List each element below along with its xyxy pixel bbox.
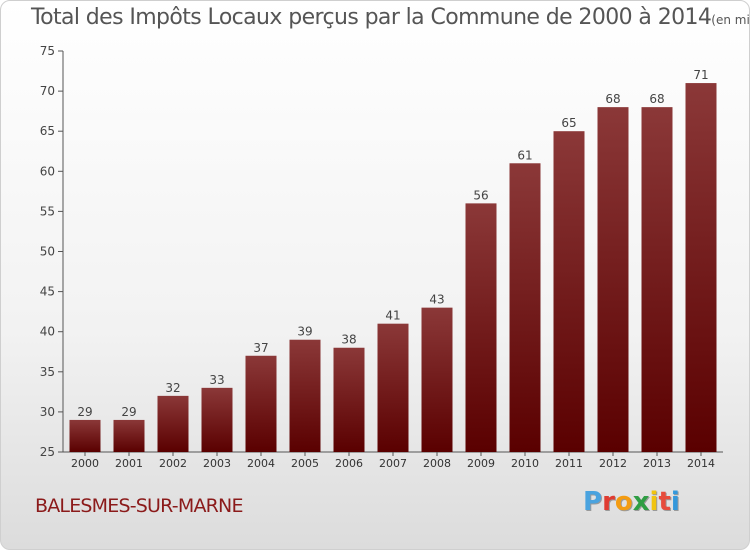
x-tick-label: 2009 bbox=[467, 457, 495, 470]
x-axis: 2000 2001 2002 2003 2004 2005 2006 2007 2008 2009… bbox=[63, 451, 723, 470]
x-tick-label: 2011 bbox=[555, 457, 583, 470]
data-label: 68 bbox=[605, 92, 620, 106]
y-tick-label: 40 bbox=[40, 325, 55, 339]
bar bbox=[553, 131, 585, 452]
bar bbox=[69, 419, 101, 452]
data-label: 61 bbox=[517, 148, 532, 162]
data-label: 33 bbox=[209, 373, 224, 387]
bar bbox=[421, 307, 453, 452]
x-tick-label: 2008 bbox=[423, 457, 451, 470]
y-tick-label: 70 bbox=[40, 84, 55, 98]
data-label: 37 bbox=[253, 341, 268, 355]
x-tick-label: 2012 bbox=[599, 457, 627, 470]
bar bbox=[201, 387, 233, 452]
y-tick-label: 55 bbox=[40, 204, 55, 218]
bar bbox=[509, 163, 541, 452]
proxiti-logo: Proxiti bbox=[583, 487, 680, 517]
logo-letter: x bbox=[632, 487, 650, 517]
y-tick-label: 60 bbox=[40, 164, 55, 178]
y-tick-label: 75 bbox=[40, 44, 55, 58]
data-label: 32 bbox=[165, 381, 180, 395]
bar bbox=[157, 395, 189, 452]
bars bbox=[69, 83, 717, 452]
bar bbox=[465, 203, 497, 452]
logo-letter: o bbox=[614, 487, 633, 517]
logo-letter: t bbox=[658, 487, 671, 517]
y-tick-label: 50 bbox=[40, 245, 55, 259]
data-label: 68 bbox=[649, 92, 664, 106]
x-tick-label: 2001 bbox=[115, 457, 143, 470]
bar bbox=[377, 323, 409, 452]
bar bbox=[245, 355, 277, 452]
logo-letter: i bbox=[670, 487, 680, 517]
x-tick-label: 2002 bbox=[159, 457, 187, 470]
y-axis: 25 30 35 40 45 50 55 60 65 70 75 bbox=[40, 44, 64, 459]
data-label: 38 bbox=[341, 333, 356, 347]
data-label: 43 bbox=[429, 293, 444, 307]
y-tick-label: 35 bbox=[40, 365, 55, 379]
data-label: 56 bbox=[473, 188, 488, 202]
data-label: 41 bbox=[385, 309, 400, 323]
bar bbox=[289, 339, 321, 452]
x-tick-label: 2013 bbox=[643, 457, 671, 470]
logo-letter: i bbox=[649, 487, 659, 517]
chart-title: Total des Impôts Locaux perçus par la Co… bbox=[31, 5, 750, 30]
x-tick-label: 2004 bbox=[247, 457, 275, 470]
y-tick-label: 30 bbox=[40, 405, 55, 419]
commune-name: BALESMES-SUR-MARNE bbox=[35, 495, 243, 517]
x-tick-label: 2010 bbox=[511, 457, 539, 470]
logo-letter: P bbox=[583, 487, 603, 517]
y-tick-label: 45 bbox=[40, 285, 55, 299]
bar bbox=[113, 419, 145, 452]
data-label: 29 bbox=[121, 405, 136, 419]
data-label: 65 bbox=[561, 116, 576, 130]
data-labels: 29 29 32 33 37 39 38 41 43 56 61 65 68 68 71 bbox=[77, 68, 708, 419]
x-tick-label: 2003 bbox=[203, 457, 231, 470]
data-label: 29 bbox=[77, 405, 92, 419]
logo-letter: r bbox=[602, 487, 615, 517]
x-tick-label: 2000 bbox=[71, 457, 99, 470]
x-tick-label: 2007 bbox=[379, 457, 407, 470]
data-label: 39 bbox=[297, 325, 312, 339]
bar bbox=[597, 107, 629, 452]
y-tick-label: 25 bbox=[40, 445, 55, 459]
chart-title-unit: (en milliers d'€) bbox=[711, 13, 750, 27]
y-tick-label: 65 bbox=[40, 124, 55, 138]
bar bbox=[333, 347, 365, 452]
data-label: 71 bbox=[693, 68, 708, 82]
chart-title-text: Total des Impôts Locaux perçus par la Co… bbox=[31, 5, 712, 30]
bar bbox=[685, 83, 717, 452]
bar bbox=[641, 107, 673, 452]
x-tick-label: 2006 bbox=[335, 457, 363, 470]
x-tick-label: 2014 bbox=[687, 457, 715, 470]
x-tick-label: 2005 bbox=[291, 457, 319, 470]
